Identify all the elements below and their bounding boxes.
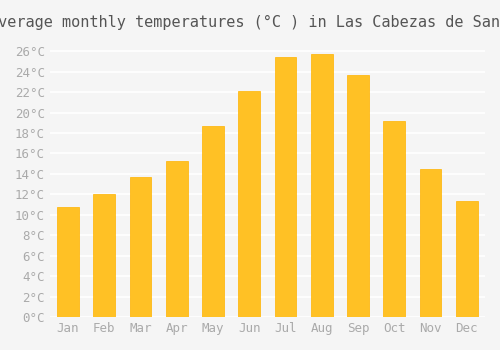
Bar — [420, 169, 442, 317]
Bar — [311, 54, 332, 317]
Bar — [238, 91, 260, 317]
Title: Average monthly temperatures (°C ) in Las Cabezas de San Juan: Average monthly temperatures (°C ) in La… — [0, 15, 500, 30]
Bar — [384, 121, 405, 317]
Bar — [94, 194, 115, 317]
Bar — [57, 206, 79, 317]
Bar — [130, 177, 152, 317]
Bar — [274, 57, 296, 317]
Bar — [456, 201, 477, 317]
Bar — [347, 75, 369, 317]
Bar — [166, 161, 188, 317]
Bar — [202, 126, 224, 317]
